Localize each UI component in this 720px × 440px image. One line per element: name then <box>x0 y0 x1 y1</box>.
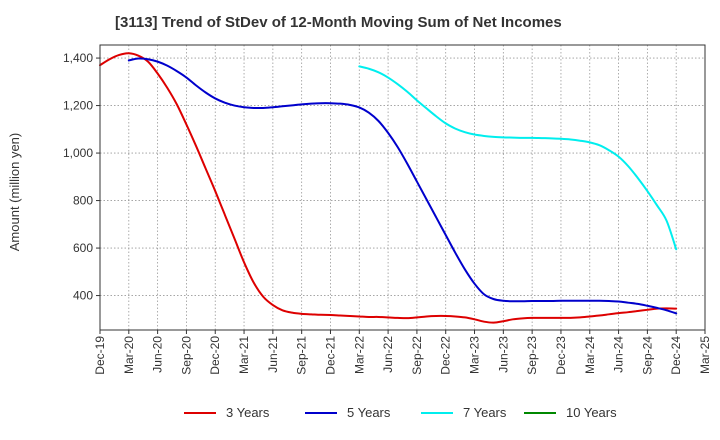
x-tick-label: Mar-24 <box>583 336 597 374</box>
x-tick-label: Dec-19 <box>93 336 107 375</box>
x-tick-label: Jun-20 <box>151 336 165 373</box>
plot-border <box>99 44 706 331</box>
x-tick-label: Jun-22 <box>381 336 395 373</box>
x-tick-label: Dec-21 <box>323 336 337 375</box>
series-line-3-years <box>99 52 678 324</box>
y-tick-label: 800 <box>73 194 93 208</box>
series-lines <box>99 52 678 324</box>
x-tick-label: Mar-22 <box>352 336 366 374</box>
x-tick-label: Dec-20 <box>208 336 222 375</box>
grid <box>100 45 705 330</box>
y-tick-label: 1,000 <box>63 146 93 160</box>
legend-label: 5 Years <box>347 405 391 420</box>
x-tick-label: Sep-21 <box>295 336 309 375</box>
x-tick-label: Dec-23 <box>554 336 568 375</box>
x-tick-label: Dec-24 <box>669 336 683 375</box>
y-tick-label: 1,200 <box>63 99 93 113</box>
legend-item-5-years: 5 Years <box>305 405 390 420</box>
series-line-7-years <box>358 65 678 251</box>
y-tick-label: 600 <box>73 241 93 255</box>
x-tick-label: Dec-22 <box>439 336 453 375</box>
x-tick-label: Mar-21 <box>237 336 251 374</box>
x-tick-label: Sep-20 <box>179 336 193 375</box>
x-tick-label: Mar-25 <box>698 336 712 374</box>
x-tick-label: Jun-24 <box>612 336 626 373</box>
legend-swatch <box>524 411 556 414</box>
x-tick-label: Jun-23 <box>496 336 510 373</box>
x-tick-label: Mar-20 <box>122 336 136 374</box>
x-tick-label: Mar-23 <box>468 336 482 374</box>
legend-swatch <box>305 411 337 414</box>
legend-label: 10 Years <box>566 405 617 420</box>
plot-area <box>100 45 705 330</box>
legend-swatch <box>421 411 453 414</box>
x-tick-label: Sep-23 <box>525 336 539 375</box>
x-axis-ticks: Dec-19 Mar-20 Jun-20 Sep-20 Dec-20 Mar-21 Jun-… <box>93 330 712 375</box>
y-axis-ticks: 400 600 800 1,000 1,200 1,400 <box>63 51 100 303</box>
y-tick-label: 400 <box>73 289 93 303</box>
legend-swatch <box>184 411 216 414</box>
chart-title: [3113] Trend of StDev of 12-Month Moving… <box>115 14 562 31</box>
x-tick-label: Sep-24 <box>640 336 654 375</box>
x-tick-label: Jun-21 <box>266 336 280 373</box>
x-tick-label: Sep-22 <box>410 336 424 375</box>
legend: 3 Years 5 Years 7 Years 10 Years <box>0 405 720 425</box>
y-tick-label: 1,400 <box>63 51 93 65</box>
legend-label: 3 Years <box>226 405 270 420</box>
series-line-5-years <box>127 57 678 315</box>
y-axis-label: Amount (million yen) <box>7 133 22 252</box>
legend-item-10-years: 10 Years <box>524 405 617 420</box>
legend-item-7-years: 7 Years <box>421 405 506 420</box>
legend-item-3-years: 3 Years <box>184 405 269 420</box>
legend-label: 7 Years <box>463 405 507 420</box>
